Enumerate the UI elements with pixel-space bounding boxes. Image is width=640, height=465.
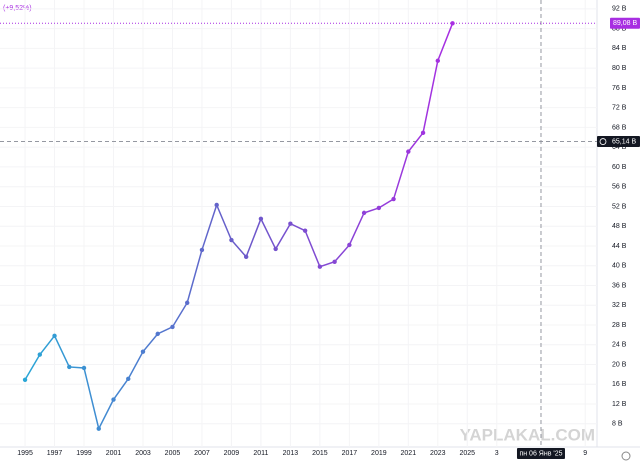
- point: [243, 254, 249, 260]
- x-tick-label: 1997: [47, 450, 63, 457]
- y-tick-label: 84 B: [612, 45, 627, 52]
- y-tick-label: 80 B: [612, 65, 627, 72]
- point: [214, 202, 219, 208]
- point: [317, 264, 323, 269]
- point: [81, 365, 87, 371]
- point: [185, 300, 190, 305]
- x-tick-label: 2019: [371, 450, 387, 457]
- point: [347, 242, 352, 248]
- crosshair-icon: [599, 138, 607, 145]
- x-tick-label: 2003: [135, 450, 151, 457]
- point: [435, 58, 440, 63]
- point: [126, 376, 131, 382]
- y-tick-label: 64 B: [612, 144, 627, 151]
- y-tick-label: 20 B: [612, 361, 627, 368]
- point: [332, 259, 337, 264]
- crosshair-y-box: [597, 136, 640, 148]
- crosshair-y-label: 65,14 B: [612, 138, 636, 145]
- crosshair-x-box: [516, 448, 565, 459]
- x-tick-label: 9: [583, 450, 587, 457]
- last-value-box: [610, 17, 640, 29]
- y-tick-label: 68 B: [612, 124, 627, 131]
- point: [52, 333, 57, 339]
- y-tick-label: 28 B: [612, 322, 627, 329]
- point: [391, 196, 396, 202]
- change-label: (+9,52%): [3, 5, 32, 12]
- y-tick-label: 12 B: [612, 401, 627, 408]
- y-tick-label: 44 B: [612, 243, 627, 250]
- y-tick-label: 56 B: [612, 184, 627, 191]
- point: [229, 237, 234, 243]
- x-tick-label: 1995: [17, 450, 33, 457]
- y-tick-label: 76 B: [612, 85, 627, 92]
- point: [22, 377, 28, 383]
- y-tick-label: 72 B: [612, 105, 627, 112]
- y-tick-label: 60 B: [612, 164, 627, 171]
- point: [376, 205, 382, 211]
- x-tick-label: 2009: [224, 450, 240, 457]
- y-tick-label: 24 B: [612, 342, 627, 349]
- y-tick-label: 8 B: [612, 421, 623, 428]
- point: [361, 210, 367, 216]
- point: [420, 130, 426, 136]
- x-tick-label: 2013: [283, 450, 299, 457]
- y-tick-label: 32 B: [612, 302, 627, 309]
- point: [273, 246, 278, 252]
- point: [288, 221, 293, 226]
- x-tick-label: 2017: [342, 450, 358, 457]
- x-tick-label: 2007: [194, 450, 210, 457]
- point: [170, 324, 175, 330]
- x-tick-label: 2001: [106, 450, 122, 457]
- point: [155, 331, 160, 337]
- crosshair-x-label: пн 06 Янв '25: [519, 450, 562, 457]
- x-tick-label: 3: [495, 450, 499, 457]
- line: [24, 23, 454, 431]
- point: [406, 149, 411, 154]
- x-tick-label: 2021: [401, 450, 417, 457]
- y-tick-label: 36 B: [612, 282, 627, 289]
- x-tick-label: 2011: [253, 450, 268, 457]
- point: [67, 364, 72, 370]
- x-tick-label: 2023: [430, 450, 446, 457]
- x-tick-label: 2025: [459, 450, 475, 457]
- x-tick-label: 2015: [312, 450, 328, 457]
- point: [96, 426, 101, 431]
- y-tick-label: 40 B: [612, 263, 627, 270]
- y-tick-label: 52 B: [612, 203, 627, 210]
- point: [199, 247, 205, 253]
- point: [111, 397, 116, 402]
- x-tick-label: 1999: [76, 450, 92, 457]
- y-tick-label: 92 B: [612, 6, 627, 13]
- point: [37, 352, 42, 357]
- x-tick-label: 2005: [165, 450, 181, 457]
- y-tick-label: 88 B: [612, 25, 627, 32]
- point: [450, 21, 455, 26]
- y-tick-label: 48 B: [612, 223, 627, 230]
- y-tick-label: 16 B: [612, 381, 627, 388]
- last-value-label: 89,08 B: [613, 20, 637, 27]
- watermark: YAPLAKAL.COM: [460, 425, 595, 444]
- point: [140, 349, 146, 354]
- settings-icon[interactable]: [621, 451, 631, 461]
- point: [302, 228, 308, 233]
- point: [258, 216, 264, 221]
